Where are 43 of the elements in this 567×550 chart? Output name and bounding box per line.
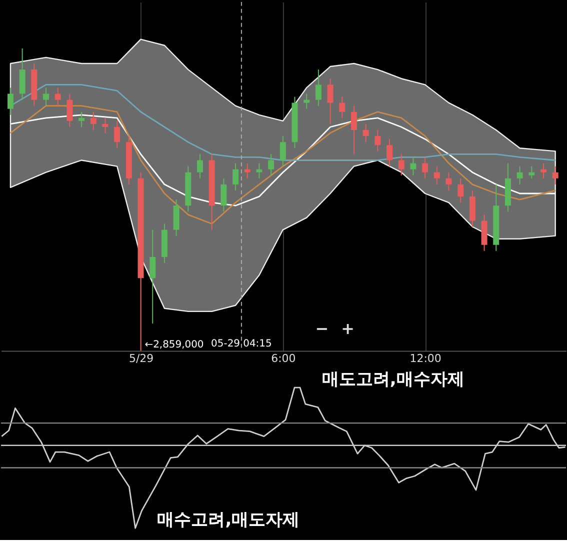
- annotation: 매수고려,매도자제: [157, 509, 300, 530]
- ref-line-label: 05-29 04:15: [211, 338, 272, 350]
- candlestick: [197, 154, 203, 179]
- candlestick: [516, 166, 523, 185]
- candlestick: [398, 154, 404, 176]
- candlestick: [280, 136, 286, 167]
- candlestick: [350, 105, 357, 155]
- candlestick: [446, 172, 452, 191]
- x-tick-label: 5/29: [128, 352, 154, 366]
- annotation: ←2,859,000: [144, 340, 204, 351]
- candlestick: [7, 87, 14, 116]
- candlestick: [374, 130, 381, 152]
- candlestick: [410, 156, 416, 176]
- candlestick: [78, 111, 85, 128]
- x-tick-label: 6:00: [271, 352, 296, 366]
- candlestick: [386, 138, 392, 167]
- candlestick: [315, 69, 322, 106]
- candlestick: [102, 117, 108, 134]
- candlestick: [422, 156, 428, 179]
- candlestick: [552, 166, 558, 185]
- candlestick: [90, 111, 96, 131]
- candlestick: [434, 166, 440, 185]
- candlestick: [256, 162, 262, 179]
- candlestick: [43, 87, 49, 106]
- candlestick: [327, 78, 334, 124]
- annotation: +: [341, 318, 354, 338]
- candlestick: [232, 162, 239, 191]
- candlestick: [540, 162, 546, 179]
- candlestick: [304, 93, 310, 110]
- annotation: 매도고려,매수자제: [322, 368, 464, 389]
- candlestick: [362, 123, 369, 143]
- candlestick: [114, 120, 120, 149]
- candlestick: [66, 93, 73, 128]
- candlestick: [54, 87, 61, 106]
- candlestick: [220, 178, 227, 212]
- annotation: −: [315, 318, 329, 338]
- candlestick: [528, 166, 535, 179]
- candlestick: [150, 229, 156, 324]
- candlestick: [458, 178, 464, 204]
- candlestick: [268, 154, 274, 176]
- candlestick: [339, 96, 346, 118]
- candlestick: [244, 162, 250, 179]
- x-tick-label: 12:00: [410, 352, 442, 366]
